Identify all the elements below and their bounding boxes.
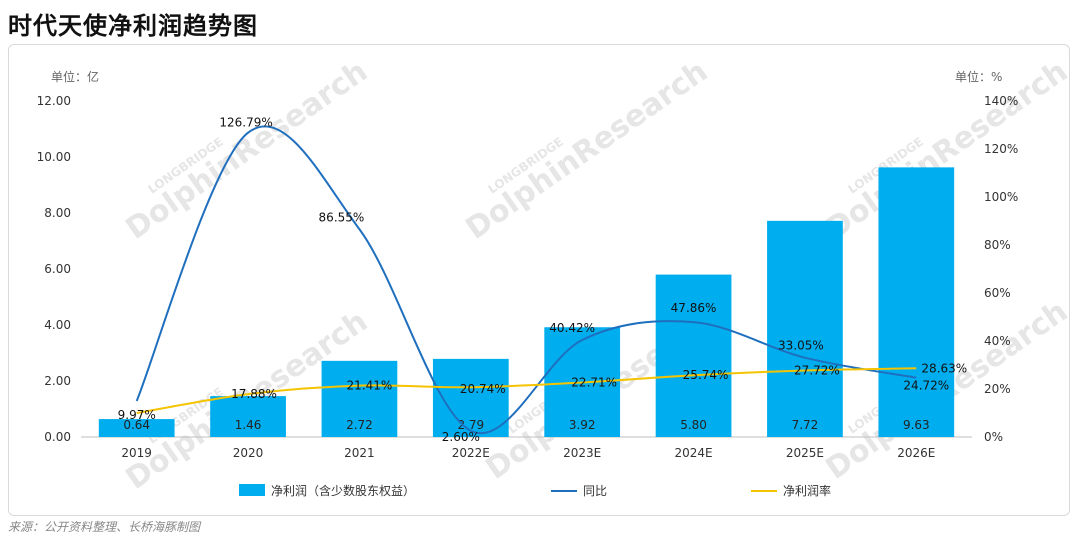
line-series <box>135 125 917 435</box>
margin-data-label: 27.72% <box>794 363 840 377</box>
yoy-data-label: 24.72% <box>903 379 949 393</box>
yoy-data-label: 126.79% <box>219 116 272 130</box>
margin-data-label: 9.97% <box>118 408 156 422</box>
y-right-tick-label: 0% <box>984 430 1003 444</box>
margin-data-label: 28.63% <box>921 361 967 375</box>
right-axis-unit: 单位：% <box>955 69 1002 84</box>
x-tick-label: 2021 <box>344 446 375 460</box>
yoy-data-label: 86.55% <box>319 210 365 224</box>
y-right-tick-label: 40% <box>984 334 1011 348</box>
margin-line <box>136 367 917 415</box>
y-right-tick-label: 120% <box>984 142 1018 156</box>
y-right-tick-label: 60% <box>984 286 1011 300</box>
watermark-brand-large: DolphinResearch <box>460 54 714 247</box>
bar-value-label: 3.92 <box>569 418 596 432</box>
bar-series <box>98 167 955 438</box>
y-left-tick-label: 0.00 <box>44 430 71 444</box>
bar <box>210 396 286 437</box>
legend-bar-label: 净利润（含少数股东权益） <box>271 483 415 498</box>
yoy-data-label: 40.42% <box>549 321 595 335</box>
x-tick-label: 2023E <box>563 446 601 460</box>
y-right-tick-label: 80% <box>984 238 1011 252</box>
bar <box>655 274 732 437</box>
x-tick-label: 2022E <box>452 446 490 460</box>
source-note: 来源：公开资料整理、长桥海豚制图 <box>8 520 201 534</box>
legend-bar-swatch <box>239 484 265 496</box>
y-right-tick-label: 20% <box>984 382 1011 396</box>
yoy-data-label: 33.05% <box>778 339 824 353</box>
y-left-tick-label: 12.00 <box>37 94 71 108</box>
bar-value-label: 7.72 <box>792 418 819 432</box>
bar-value-label: 9.63 <box>903 418 930 432</box>
bar <box>98 419 175 437</box>
legend-yoy-label: 同比 <box>583 484 607 498</box>
bar-value-label: 2.79 <box>457 418 484 432</box>
bar-value-label: 1.46 <box>235 418 262 432</box>
margin-data-label: 20.74% <box>460 382 506 396</box>
bar <box>321 360 398 437</box>
bar-value-labels: 0.64 1.46 2.72 2.79 3.92 5.80 7.72 9.63 <box>123 418 929 432</box>
bar <box>432 358 509 437</box>
x-tick-label: 2026E <box>897 446 935 460</box>
chart-card: LONGBRIDGE DolphinResearch LONGBRIDGE Dolph… <box>8 44 1074 516</box>
line-value-labels: 126.79% 86.55% 2.60% 40.42% 47.86% 33.05% 24.7… <box>118 116 968 444</box>
x-tick-label: 2019 <box>121 446 152 460</box>
bar <box>767 220 843 437</box>
chart-legend: 净利润（含少数股东权益） 同比 净利润率 <box>239 483 831 498</box>
page-title: 时代天使净利润趋势图 <box>8 12 258 40</box>
yoy-data-label: 47.86% <box>671 301 717 315</box>
y-left-tick-label: 2.00 <box>44 374 71 388</box>
bar-value-label: 5.80 <box>680 418 707 432</box>
yoy-data-label: 2.60% <box>442 430 480 444</box>
bar-value-label: 0.64 <box>123 418 150 432</box>
y-left-tick-label: 6.00 <box>44 262 71 276</box>
margin-data-label: 25.74% <box>683 368 729 382</box>
bar <box>878 167 955 438</box>
y-left-tick-label: 10.00 <box>37 150 71 164</box>
x-tick-label: 2020 <box>233 446 264 460</box>
bar-value-label: 2.72 <box>346 418 373 432</box>
x-tick-label: 2024E <box>675 446 713 460</box>
left-axis-unit: 单位：亿 <box>51 69 99 84</box>
y-right-tick-label: 100% <box>984 190 1018 204</box>
margin-data-label: 22.71% <box>571 375 617 389</box>
y-left-tick-label: 4.00 <box>44 318 71 332</box>
y-left-tick-label: 8.00 <box>44 206 71 220</box>
x-tick-label: 2025E <box>786 446 824 460</box>
margin-data-label: 17.88% <box>231 387 277 401</box>
margin-data-label: 21.41% <box>347 379 393 393</box>
chart-axes: 单位：亿 单位：% 0.00 2.00 4.00 6.00 8.00 10.00 12.00 0%… <box>37 69 1019 460</box>
y-right-tick-label: 140% <box>984 94 1018 108</box>
legend-margin-label: 净利润率 <box>783 483 831 498</box>
yoy-line <box>135 125 917 435</box>
